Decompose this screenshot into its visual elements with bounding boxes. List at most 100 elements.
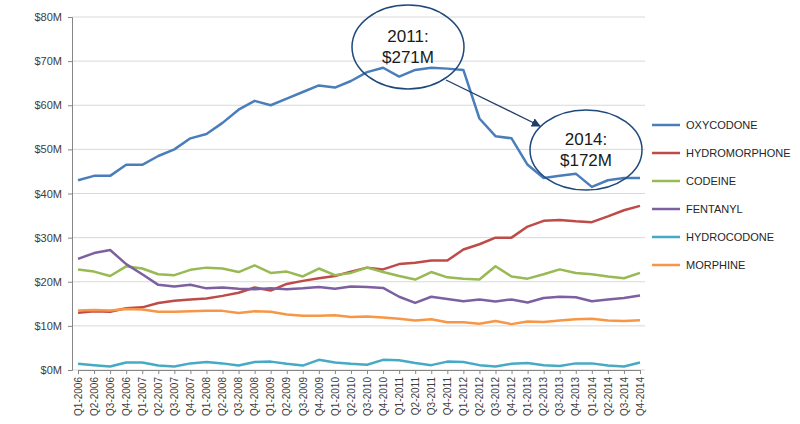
x-tick-label: Q4-2007	[185, 377, 196, 416]
x-tick: Q1-2010	[330, 370, 341, 416]
legend: OXYCODONE HYDROMORPHONE CODEINE FENTANYL HYD…	[652, 119, 791, 271]
x-tick-mark	[110, 370, 111, 374]
y-tick-mark	[68, 326, 72, 327]
legend-item: FENTANYL	[652, 203, 743, 215]
x-tick-mark	[78, 370, 79, 374]
x-tick-label: Q4-2013	[570, 377, 581, 416]
x-tick-mark	[512, 370, 513, 374]
x-tick-label: Q2-2014	[603, 377, 614, 416]
x-tick: Q1-2012	[458, 370, 469, 416]
annotation-text: $271M	[382, 48, 434, 67]
x-tick-mark	[544, 370, 545, 374]
y-tick-mark	[68, 282, 72, 283]
x-tick-mark	[303, 370, 304, 374]
y-tick-mark	[68, 105, 72, 106]
y-tick: $10M	[34, 320, 72, 332]
x-tick-mark	[351, 370, 352, 374]
legend-label: FENTANYL	[686, 203, 743, 215]
legend-label: OXYCODONE	[686, 119, 758, 131]
x-tick: Q4-2014	[635, 370, 646, 416]
legend-item: MORPHINE	[652, 259, 745, 271]
x-tick-label: Q1-2007	[137, 377, 148, 416]
x-tick: Q3-2011	[426, 370, 437, 415]
grid-line	[72, 149, 645, 150]
x-tick-label: Q1-2010	[330, 377, 341, 416]
x-tick-mark	[126, 370, 127, 374]
x-tick: Q4-2010	[378, 370, 389, 416]
legend-item: HYDROMORPHONE	[652, 147, 791, 159]
series-line	[78, 68, 640, 187]
y-tick-label: $80M	[34, 11, 62, 23]
legend-label: CODEINE	[686, 175, 736, 187]
grid-line	[72, 237, 645, 238]
legend-key	[652, 180, 680, 183]
x-tick-label: Q1-2009	[265, 377, 276, 416]
x-tick: Q3-2013	[554, 370, 565, 416]
legend-label: HYDROMORPHONE	[686, 147, 791, 159]
x-tick: Q2-2011	[410, 370, 421, 415]
x-tick-label: Q1-2014	[587, 377, 598, 416]
x-tick-mark	[463, 370, 464, 374]
y-tick: $80M	[34, 11, 72, 23]
y-tick: $20M	[34, 276, 72, 288]
y-tick: $60M	[34, 99, 72, 111]
y-tick-mark	[68, 149, 72, 150]
legend-key	[652, 236, 680, 239]
legend-label: HYDROCODONE	[686, 231, 774, 243]
x-tick-mark	[190, 370, 191, 374]
y-tick-label: $70M	[34, 55, 62, 67]
y-tick: $0M	[41, 364, 72, 376]
legend-item: OXYCODONE	[652, 119, 758, 131]
x-tick-label: Q1-2012	[458, 377, 469, 416]
series-lines	[78, 68, 640, 367]
legend-label: MORPHINE	[686, 259, 745, 271]
x-tick-label: Q1-2011	[394, 377, 405, 416]
x-tick-mark	[174, 370, 175, 374]
x-tick: Q4-2009	[314, 370, 325, 416]
x-tick-mark	[431, 370, 432, 374]
x-tick: Q2-2009	[281, 370, 292, 416]
x-tick-label: Q3-2006	[105, 377, 116, 416]
x-tick-label: Q2-2006	[89, 377, 100, 416]
x-tick-label: Q4-2011	[442, 377, 453, 416]
y-tick: $50M	[34, 143, 72, 155]
series-line	[78, 250, 640, 303]
x-tick-mark	[495, 370, 496, 374]
x-tick: Q1-2014	[587, 370, 598, 416]
x-tick-label: Q3-2010	[362, 377, 373, 416]
x-tick: Q1-2013	[522, 370, 533, 416]
annotations: 2011:$271M2014:$172M	[352, 5, 642, 190]
y-tick: $30M	[34, 232, 72, 244]
x-tick-label: Q2-2012	[474, 377, 485, 416]
x-tick-mark	[367, 370, 368, 374]
x-tick-label: Q2-2009	[281, 377, 292, 416]
grid-line	[72, 281, 645, 282]
x-tick: Q4-2013	[570, 370, 581, 416]
x-tick-label: Q1-2008	[201, 377, 212, 416]
x-tick-mark	[223, 370, 224, 374]
x-tick-mark	[335, 370, 336, 374]
y-tick-label: $30M	[34, 232, 62, 244]
x-tick-label: Q2-2008	[217, 377, 228, 416]
x-tick-mark	[158, 370, 159, 374]
chart-svg: $0M$10M$20M$30M$40M$50M$60M$70M$80MQ1-20…	[0, 0, 800, 424]
x-tick-label: Q3-2009	[298, 377, 309, 416]
x-tick: Q1-2007	[137, 370, 148, 416]
legend-key	[652, 124, 680, 127]
legend-key	[652, 208, 680, 211]
x-tick-mark	[206, 370, 207, 374]
series-line	[78, 360, 640, 367]
series-line	[78, 265, 640, 279]
x-tick-label: Q4-2008	[249, 377, 260, 416]
x-tick: Q3-2010	[362, 370, 373, 416]
x-tick: Q2-2010	[346, 370, 357, 416]
y-tick-mark	[68, 17, 72, 18]
y-tick-label: $10M	[34, 320, 62, 332]
x-tick: Q1-2008	[201, 370, 212, 416]
x-tick: Q1-2006	[73, 370, 84, 416]
x-tick-label: Q1-2013	[522, 377, 533, 416]
x-tick: Q2-2006	[89, 370, 100, 416]
x-tick-mark	[255, 370, 256, 374]
y-tick-mark	[68, 61, 72, 62]
x-tick-label: Q3-2008	[233, 377, 244, 416]
